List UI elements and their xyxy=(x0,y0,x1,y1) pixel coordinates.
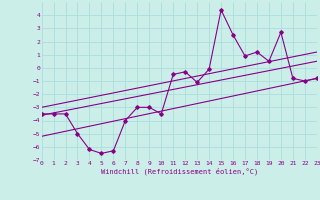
X-axis label: Windchill (Refroidissement éolien,°C): Windchill (Refroidissement éolien,°C) xyxy=(100,168,258,175)
